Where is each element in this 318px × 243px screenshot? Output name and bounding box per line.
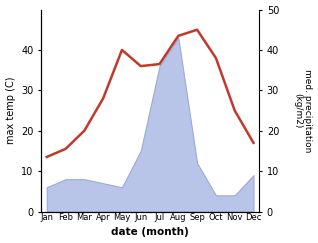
Y-axis label: max temp (C): max temp (C): [5, 77, 16, 144]
Y-axis label: med. precipitation
(kg/m2): med. precipitation (kg/m2): [293, 69, 313, 152]
X-axis label: date (month): date (month): [111, 227, 189, 237]
